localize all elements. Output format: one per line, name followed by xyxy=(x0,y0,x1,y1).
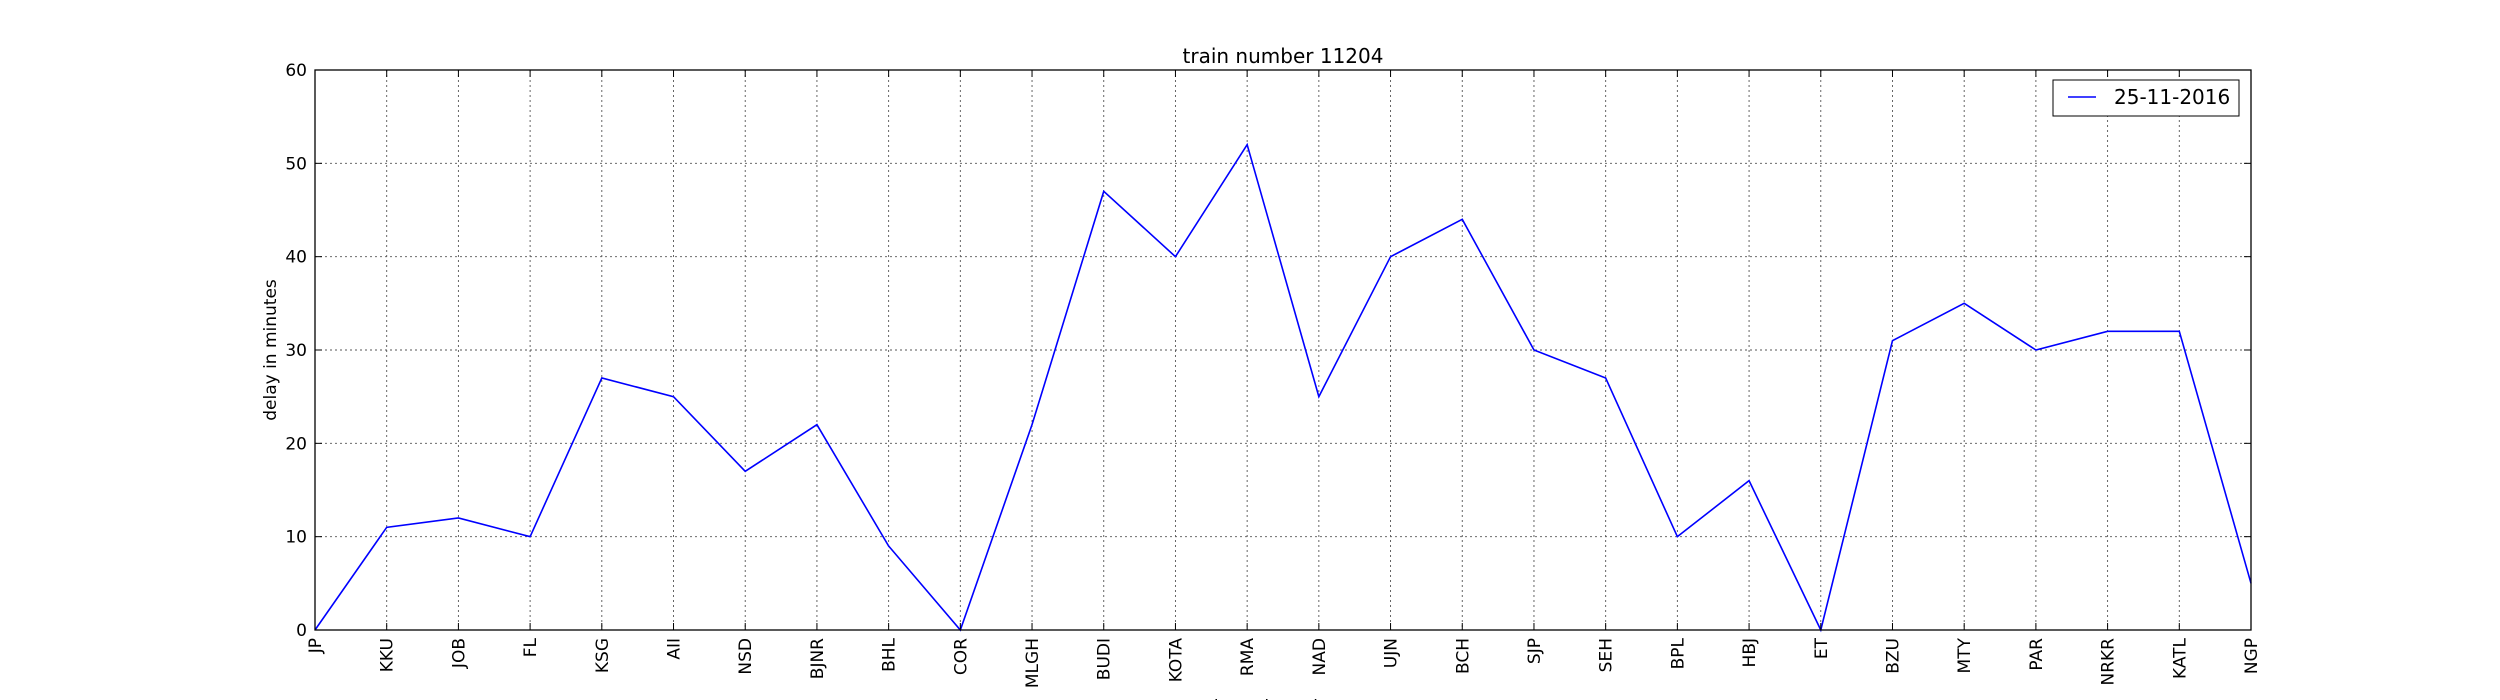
x-tick-label: RMA xyxy=(1238,638,1258,676)
series-line xyxy=(314,142,2252,633)
x-tick-label: SEH xyxy=(1597,638,1617,672)
legend: 25-11-2016 xyxy=(2052,79,2240,117)
x-tick-label: MTY xyxy=(1955,637,1975,673)
x-tick-label: NSD xyxy=(736,638,756,675)
x-tick-label: BZU xyxy=(1883,638,1903,674)
y-tick-label: 30 xyxy=(285,341,307,361)
x-tick-label: BPL xyxy=(1668,637,1688,669)
x-tick-label: NAD xyxy=(1310,638,1330,675)
y-axis-label: delay in minutes xyxy=(261,279,281,421)
x-axis: JP KKU JOB FL KSG AII NSD BJNR BHL COR MLGH BUDI KOT… xyxy=(306,70,2262,688)
x-tick-label: KATL xyxy=(2170,637,2190,679)
chart-title: train number 11204 xyxy=(1183,44,1384,68)
x-tick-label: FL xyxy=(521,637,541,657)
x-tick-label: UJN xyxy=(1382,638,1402,668)
x-tick-label: NRKR xyxy=(2099,638,2119,686)
y-tick-label: 40 xyxy=(285,248,307,268)
x-tick-label: PAR xyxy=(2027,638,2047,671)
x-tick-label: HBJ xyxy=(1740,638,1760,667)
x-tick-label: JOB xyxy=(449,638,469,669)
series-lines xyxy=(314,142,2252,633)
x-tick-label: KOTA xyxy=(1166,638,1186,683)
grid-lines xyxy=(314,69,2252,631)
y-tick-label: 60 xyxy=(285,61,307,81)
y-tick-label: 50 xyxy=(285,154,307,174)
legend-box xyxy=(2052,79,2240,117)
y-tick-label: 10 xyxy=(285,528,307,548)
y-axis: 0 10 20 30 40 50 60 xyxy=(285,61,2251,641)
y-tick-label: 20 xyxy=(285,434,307,454)
x-tick-label: BCH xyxy=(1453,638,1473,674)
x-tick-label: NGP xyxy=(2242,638,2262,674)
x-tick-label: KKU xyxy=(378,638,398,672)
legend-label: 25-11-2016 xyxy=(2114,85,2230,109)
x-axis-label: stations along the route xyxy=(1181,697,1385,700)
x-tick-label: KSG xyxy=(593,638,613,673)
x-tick-label: BJNR xyxy=(808,638,828,679)
x-tick-label: BUDI xyxy=(1095,638,1115,680)
x-tick-label: BHL xyxy=(880,637,900,671)
x-tick-label: MLGH xyxy=(1023,638,1043,688)
x-tick-label: SJP xyxy=(1525,638,1545,664)
x-tick-label: JP xyxy=(306,638,326,654)
y-tick-label: 0 xyxy=(296,621,307,641)
x-tick-label: COR xyxy=(951,638,971,675)
x-tick-label: ET xyxy=(1812,637,1832,659)
x-tick-label: AII xyxy=(665,638,685,660)
